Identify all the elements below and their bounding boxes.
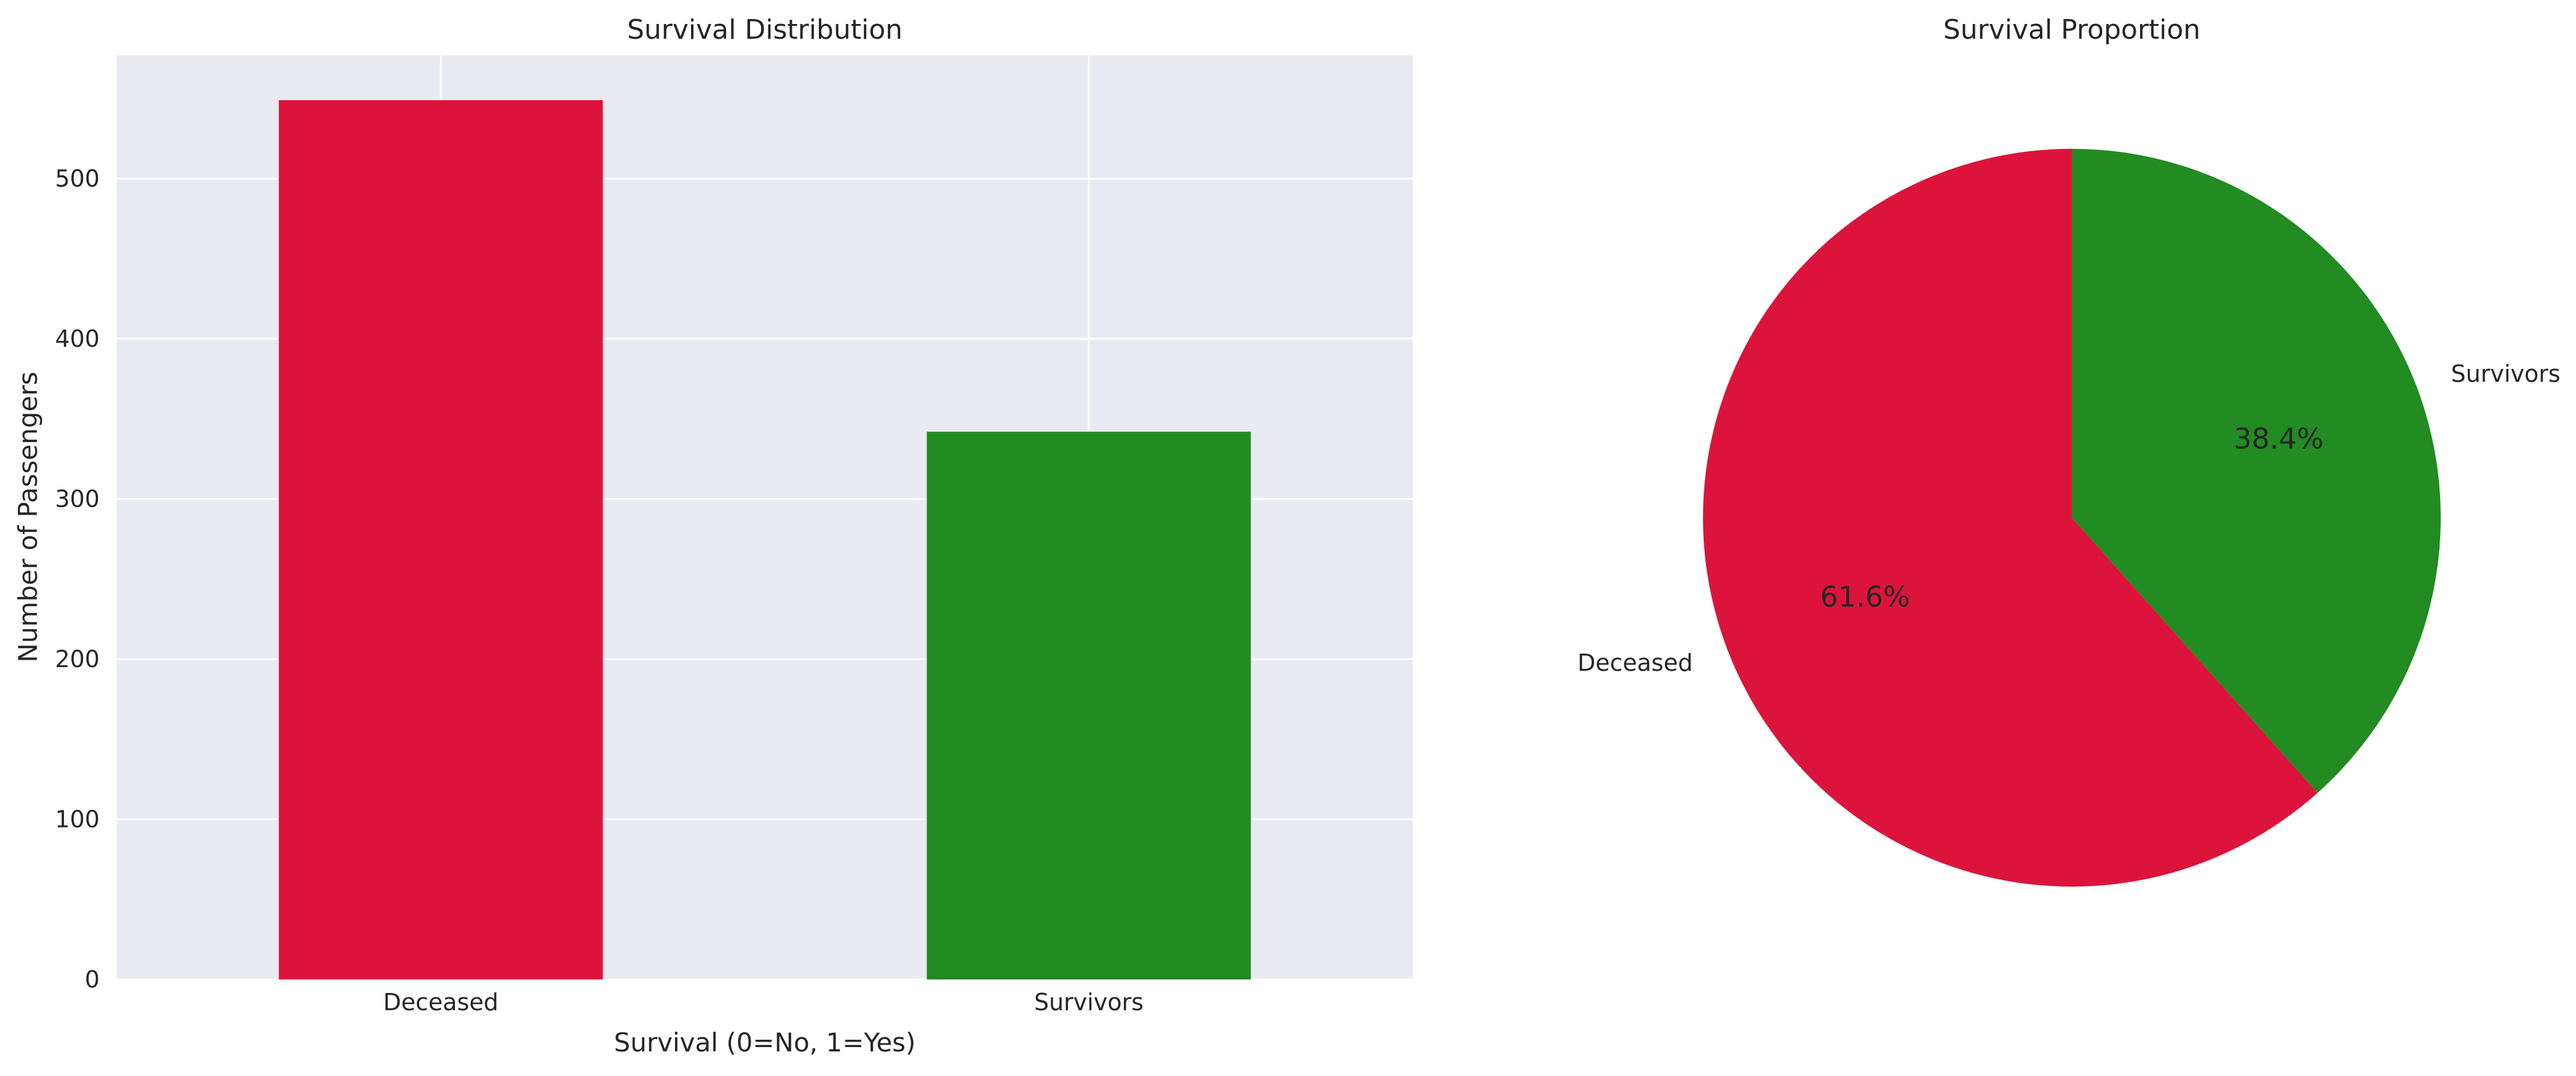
x-tick-label: Survivors <box>1034 989 1144 1016</box>
pie-slices <box>1703 149 2441 887</box>
pie-chart: Survival Proportion 61.6% Deceased 38.4% Su… <box>1578 14 2561 887</box>
y-axis-label: Number of Passengers <box>13 372 43 663</box>
y-tick-label: 500 <box>55 165 100 192</box>
bar-chart: 0 100 200 300 400 500 Deceased Survivors Survi… <box>13 14 1413 1058</box>
bars <box>279 100 1251 979</box>
y-tick-label: 300 <box>55 486 100 513</box>
y-tick-label: 100 <box>55 806 100 833</box>
pie-labels: 61.6% Deceased 38.4% Survivors <box>1578 360 2561 676</box>
pie-chart-title: Survival Proportion <box>1943 14 2200 45</box>
y-tick-label: 0 <box>85 966 100 993</box>
bar-survivors <box>926 432 1251 979</box>
pie-category-label: Survivors <box>2451 360 2561 387</box>
x-tick-label: Deceased <box>383 989 499 1016</box>
x-axis-label: Survival (0=No, 1=Yes) <box>614 1027 916 1058</box>
x-tick-labels: Deceased Survivors <box>383 989 1144 1016</box>
pie-slice-survivors <box>2072 149 2441 793</box>
pie-category-label: Deceased <box>1578 649 1693 676</box>
y-tick-label: 200 <box>55 646 100 673</box>
pie-percent-label: 61.6% <box>1820 580 1910 613</box>
pie-percent-label: 38.4% <box>2234 422 2323 456</box>
bar-deceased <box>279 100 603 979</box>
y-tick-labels: 0 100 200 300 400 500 <box>55 165 100 993</box>
bar-chart-title: Survival Distribution <box>627 14 903 45</box>
y-tick-label: 400 <box>55 325 100 352</box>
pie-slice-deceased <box>1703 149 2318 887</box>
